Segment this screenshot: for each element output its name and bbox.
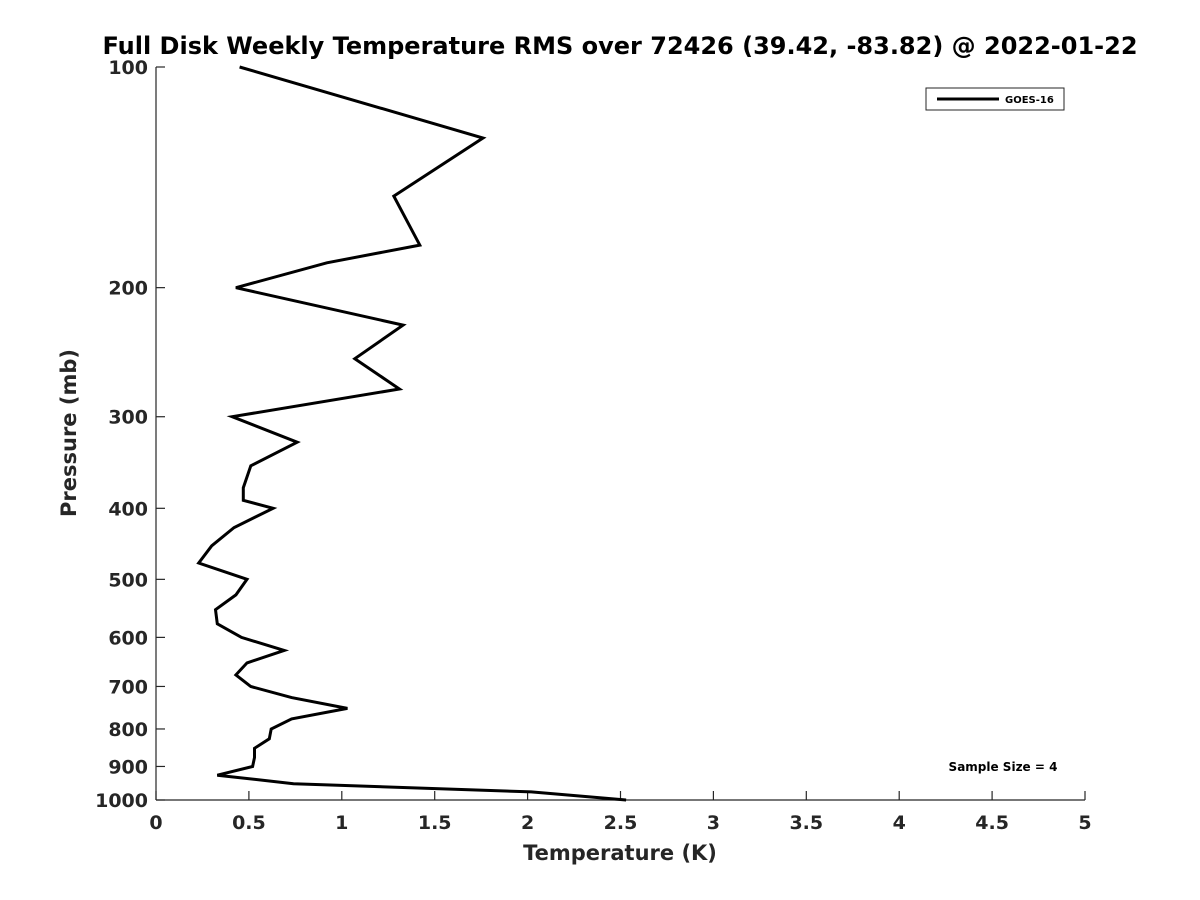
y-tick-label: 300: [108, 407, 148, 429]
axes: [155, 67, 1085, 801]
y-ticks: 100 200 300 400 500 600 700 800 900 1000: [95, 57, 165, 812]
x-tick-label: 3.5: [789, 812, 823, 834]
x-tick-label: 2.5: [604, 812, 638, 834]
y-axis-label: Pressure (mb): [57, 349, 81, 517]
x-tick-label: 1.5: [418, 812, 452, 834]
x-tick-label: 5: [1078, 812, 1091, 834]
x-tick-label: 3: [707, 812, 720, 834]
plot-area: [196, 65, 627, 802]
x-tick-label: 2: [521, 812, 534, 834]
y-tick-label: 900: [108, 756, 148, 778]
x-tick-label: 4.5: [975, 812, 1009, 834]
x-tick-label: 1: [335, 812, 348, 834]
sample-size-annotation: Sample Size = 4: [949, 760, 1058, 774]
x-tick-label: 4: [893, 812, 906, 834]
series-line-goes-16: [196, 65, 627, 802]
y-tick-label: 700: [108, 676, 148, 698]
y-tick-label: 800: [108, 719, 148, 741]
y-tick-label: 100: [108, 57, 148, 79]
x-ticks: 0 0.5 1 1.5 2 2.5 3 3.5 4 4.5 5: [149, 791, 1092, 834]
y-tick-label: 600: [108, 627, 148, 649]
y-tick-label: 1000: [95, 790, 148, 812]
x-axis-label: Temperature (K): [523, 841, 717, 865]
y-tick-label: 200: [108, 278, 148, 300]
y-tick-label: 500: [108, 569, 148, 591]
x-tick-label: 0: [149, 812, 162, 834]
y-tick-label: 400: [108, 498, 148, 520]
chart-title: Full Disk Weekly Temperature RMS over 72…: [102, 32, 1137, 60]
x-tick-label: 0.5: [232, 812, 266, 834]
legend-label-goes-16: GOES-16: [1005, 95, 1054, 106]
legend: GOES-16: [925, 87, 1065, 111]
